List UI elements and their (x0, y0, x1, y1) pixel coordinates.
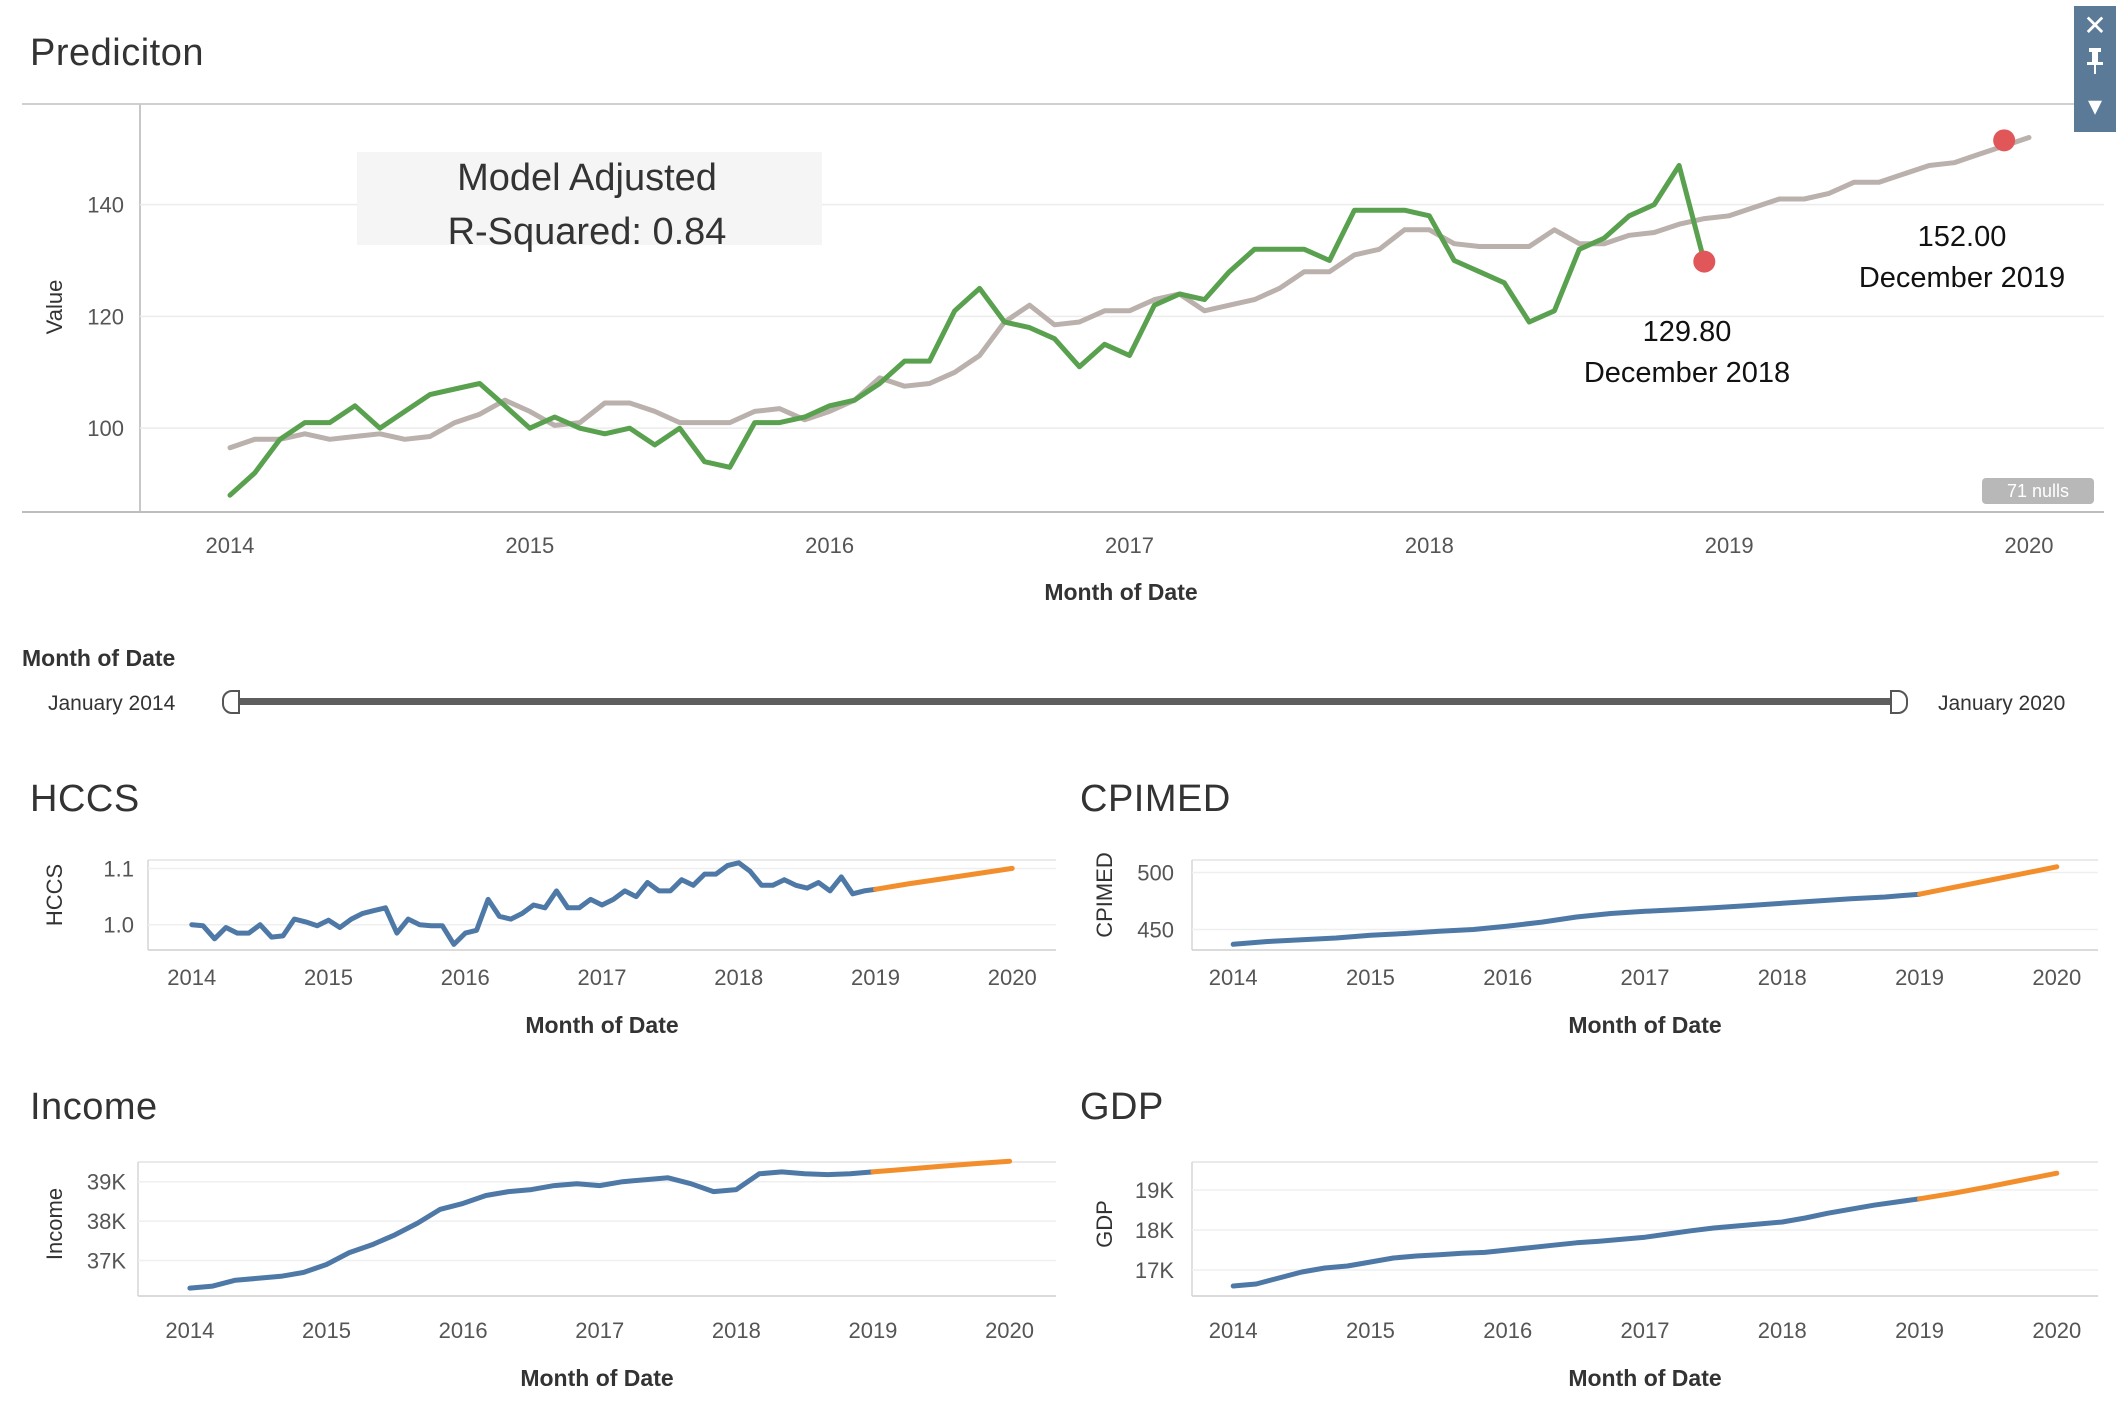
x-tick-label: 2018 (714, 965, 763, 990)
view-toolbar: ✕ ▾ (2074, 6, 2116, 132)
income-chart[interactable]: 37K 38K 39K 2014 2015 2016 2017 2018 2019 2020 Inc… (0, 1140, 1060, 1400)
label-2019-date: December 2019 (1859, 262, 2065, 294)
x-tick-label: 2019 (851, 965, 900, 990)
history-line (187, 1169, 876, 1291)
prediction-y-label: Value (42, 280, 67, 335)
x-axis-label: Month of Date (1568, 1012, 1721, 1038)
y-tick-label: 19K (1135, 1178, 1174, 1203)
x-tick-label: 2019 (1895, 1318, 1944, 1343)
gdp-title: GDP (1080, 1086, 1164, 1128)
x-tick-label: 2017 (1621, 1318, 1670, 1343)
dropdown-icon[interactable]: ▾ (2087, 90, 2103, 121)
close-icon[interactable]: ✕ (2083, 10, 2107, 41)
x-tick-label: 2019 (1705, 533, 1754, 558)
x-tick-label: 2014 (1209, 1318, 1258, 1343)
y-tick-label: 37K (87, 1249, 126, 1274)
r-squared-box (357, 152, 822, 245)
label-2018-value: 129.80 (1643, 316, 1732, 348)
prediction-x-label: Month of Date (1044, 579, 1197, 605)
label-2018-date: December 2018 (1584, 357, 1790, 389)
x-tick-label: 2018 (712, 1318, 761, 1343)
forecast-line (870, 1158, 1013, 1175)
x-tick-label: 2016 (805, 533, 854, 558)
prediction-chart[interactable]: 100 120 140 2014 2015 2016 2017 2018 2019 2020 M… (0, 0, 2116, 640)
y-tick-label: 120 (87, 304, 124, 329)
x-tick-label: 2019 (848, 1318, 897, 1343)
x-tick-label: 2016 (441, 965, 490, 990)
cpimed-title: CPIMED (1080, 778, 1231, 820)
y-tick-label: 1.1 (103, 856, 134, 881)
x-tick-label: 2020 (985, 1318, 1034, 1343)
y-tick-label: 450 (1137, 917, 1174, 942)
slider-end-label: January 2020 (1938, 692, 2066, 715)
pin-icon[interactable] (2074, 46, 2116, 86)
x-tick-label: 2020 (2032, 1318, 2081, 1343)
x-axis-label: Month of Date (525, 1012, 678, 1038)
x-tick-label: 2017 (575, 1318, 624, 1343)
hccs-title: HCCS (30, 778, 140, 820)
hccs-chart[interactable]: 1.0 1.1 2014 2015 2016 2017 2018 2019 2020 HCCS Mo… (0, 830, 1060, 1060)
slider-end-handle[interactable] (1890, 690, 1908, 714)
x-tick-label: 2018 (1758, 965, 1807, 990)
x-tick-label: 2014 (165, 1318, 214, 1343)
history-line (189, 860, 878, 947)
x-tick-label: 2016 (1483, 1318, 1532, 1343)
x-tick-label: 2015 (1346, 1318, 1395, 1343)
gdp-chart[interactable]: 17K 18K 19K 2014 2015 2016 2017 2018 2019 2020 GDP… (1050, 1140, 2100, 1400)
highlight-marker (1693, 250, 1716, 273)
x-tick-label: 2017 (1105, 533, 1154, 558)
x-tick-label: 2016 (1483, 965, 1532, 990)
x-tick-label: 2015 (1346, 965, 1395, 990)
x-tick-label: 2020 (2005, 533, 2054, 558)
history-line (1230, 891, 1922, 947)
x-tick-label: 2018 (1405, 533, 1454, 558)
y-axis-label: HCCS (42, 864, 67, 926)
x-tick-label: 2017 (1621, 965, 1670, 990)
x-tick-label: 2019 (1895, 965, 1944, 990)
x-axis-label: Month of Date (520, 1365, 673, 1391)
x-tick-label: 2016 (439, 1318, 488, 1343)
cpimed-chart[interactable]: 450 500 2014 2015 2016 2017 2018 2019 2020 CPIMED… (1050, 830, 2100, 1060)
history-line (1230, 1196, 1922, 1289)
x-tick-label: 2015 (505, 533, 554, 558)
x-tick-label: 2017 (578, 965, 627, 990)
pin-glyph (2087, 48, 2103, 74)
y-tick-label: 38K (87, 1209, 126, 1234)
x-axis-label: Month of Date (1568, 1365, 1721, 1391)
slider-start-handle[interactable] (222, 690, 240, 714)
y-tick-label: 140 (87, 193, 124, 218)
x-tick-label: 2015 (304, 965, 353, 990)
prediction-title: Prediciton (30, 32, 204, 74)
nulls-indicator[interactable]: 71 nulls (1982, 478, 2094, 504)
x-tick-label: 2020 (2032, 965, 2081, 990)
r-squared-line2: R-Squared: 0.84 (448, 211, 727, 253)
y-axis-label: GDP (1092, 1200, 1117, 1248)
x-tick-label: 2014 (1209, 965, 1258, 990)
x-tick-label: 2014 (205, 533, 254, 558)
r-squared-line1: Model Adjusted (457, 157, 717, 199)
slider-title: Month of Date (22, 645, 176, 671)
highlight-marker (1993, 129, 2016, 152)
slider-start-label: January 2014 (48, 692, 176, 715)
y-tick-label: 18K (1135, 1218, 1174, 1243)
y-tick-label: 100 (87, 416, 124, 441)
x-tick-label: 2014 (167, 965, 216, 990)
x-tick-label: 2018 (1758, 1318, 1807, 1343)
label-2019-value: 152.00 (1918, 221, 2007, 253)
forecast-line (873, 865, 1015, 892)
actual-line (227, 163, 1707, 498)
predicted-line (227, 135, 2032, 451)
income-title: Income (30, 1086, 158, 1128)
x-tick-label: 2020 (988, 965, 1037, 990)
y-tick-label: 1.0 (103, 913, 134, 938)
y-axis-label: Income (42, 1188, 67, 1260)
y-axis-label: CPIMED (1092, 852, 1117, 938)
date-range-slider[interactable] (232, 698, 1896, 705)
x-tick-label: 2015 (302, 1318, 351, 1343)
y-tick-label: 500 (1137, 861, 1174, 886)
y-tick-label: 17K (1135, 1258, 1174, 1283)
y-tick-label: 39K (87, 1170, 126, 1195)
forecast-line (1917, 864, 2060, 897)
forecast-line (1917, 1170, 2060, 1202)
